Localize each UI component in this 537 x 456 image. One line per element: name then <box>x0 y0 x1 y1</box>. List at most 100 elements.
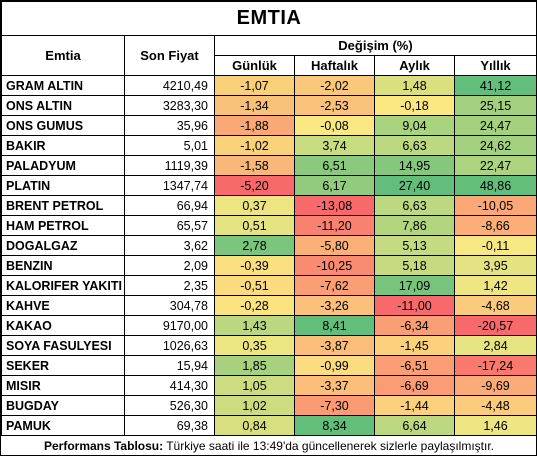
table-row: BAKIR 5,01 -1,02 3,74 6,63 24,62 <box>1 135 537 156</box>
weekly-change: -0,99 <box>294 355 375 376</box>
weekly-change: -2,02 <box>294 75 375 96</box>
yearly-change: 2,84 <box>454 335 537 356</box>
daily-change: 1,85 <box>214 355 295 376</box>
commodity-name: BENZIN <box>1 255 125 276</box>
weekly-change: -0,08 <box>294 115 375 136</box>
monthly-change: 1,48 <box>374 75 455 96</box>
table-row: KALORIFER YAKITI 2,35 -0,51 -7,62 17,09 1,42 <box>1 275 537 296</box>
yearly-change: -9,69 <box>454 375 537 396</box>
last-price: 5,01 <box>124 135 215 156</box>
weekly-change: 3,74 <box>294 135 375 156</box>
last-price: 2,09 <box>124 255 215 276</box>
monthly-change: 6,64 <box>374 415 455 436</box>
daily-change: -1,07 <box>214 75 295 96</box>
table-row: ONS GUMUS 35,96 -1,88 -0,08 9,04 24,47 <box>1 115 537 136</box>
yearly-change: 1,46 <box>454 415 537 436</box>
last-price: 414,30 <box>124 375 215 396</box>
footer-label: Performans Tablosu: <box>43 438 164 453</box>
monthly-change: -6,34 <box>374 315 455 336</box>
header-son-fiyat: Son Fiyat <box>124 35 215 76</box>
monthly-change: 6,63 <box>374 195 455 216</box>
monthly-change: 5,18 <box>374 255 455 276</box>
daily-change: 0,84 <box>214 415 295 436</box>
daily-change: 0,51 <box>214 215 295 236</box>
commodity-name: KAHVE <box>1 295 125 316</box>
daily-change: 0,37 <box>214 195 295 216</box>
daily-change: -0,51 <box>214 275 295 296</box>
weekly-change: 6,51 <box>294 155 375 176</box>
daily-change: 1,43 <box>214 315 295 336</box>
weekly-change: -7,62 <box>294 275 375 296</box>
yearly-change: -4,68 <box>454 295 537 316</box>
header-degisim: Değişim (%) <box>214 35 537 56</box>
daily-change: -1,34 <box>214 95 295 116</box>
daily-change: 1,05 <box>214 375 295 396</box>
yearly-change: -20,57 <box>454 315 537 336</box>
table-row: KAHVE 304,78 -0,28 -3,26 -11,00 -4,68 <box>1 295 537 316</box>
table-row: ONS ALTIN 3283,30 -1,34 -2,53 -0,18 25,15 <box>1 95 537 116</box>
last-price: 526,30 <box>124 395 215 416</box>
daily-change: -0,28 <box>214 295 295 316</box>
daily-change: 1,02 <box>214 395 295 416</box>
last-price: 3,62 <box>124 235 215 256</box>
commodity-name: BRENT PETROL <box>1 195 125 216</box>
table-row: SEKER 15,94 1,85 -0,99 -6,51 -17,24 <box>1 355 537 376</box>
table-row: BUGDAY 526,30 1,02 -7,30 -1,44 -4,48 <box>1 395 537 416</box>
weekly-change: 6,17 <box>294 175 375 196</box>
table-row: SOYA FASULYESI 1026,63 0,35 -3,87 -1,45 2,84 <box>1 335 537 356</box>
monthly-change: 6,63 <box>374 135 455 156</box>
last-price: 304,78 <box>124 295 215 316</box>
header-yillik: Yıllık <box>454 55 537 76</box>
monthly-change: 27,40 <box>374 175 455 196</box>
monthly-change: -0,18 <box>374 95 455 116</box>
monthly-change: 9,04 <box>374 115 455 136</box>
yearly-change: 24,47 <box>454 115 537 136</box>
yearly-change: -17,24 <box>454 355 537 376</box>
yearly-change: -0,11 <box>454 235 537 256</box>
commodity-name: PALADYUM <box>1 155 125 176</box>
weekly-change: -3,87 <box>294 335 375 356</box>
footer-text: Türkiye saati ile 13:49'da güncellenerek… <box>163 438 495 453</box>
last-price: 3283,30 <box>124 95 215 116</box>
daily-change: -1,02 <box>214 135 295 156</box>
commodity-name: HAM PETROL <box>1 215 125 236</box>
commodity-name: BUGDAY <box>1 395 125 416</box>
commodity-name: PAMUK <box>1 415 125 436</box>
table-body: GRAM ALTIN 4210,49 -1,07 -2,02 1,48 41,12 ONS … <box>1 75 537 436</box>
header-aylik: Aylık <box>374 55 455 76</box>
table-row: PAMUK 69,38 0,84 8,34 6,64 1,46 <box>1 415 537 436</box>
daily-change: -0,39 <box>214 255 295 276</box>
table-row: BRENT PETROL 66,94 0,37 -13,08 6,63 -10,05 <box>1 195 537 216</box>
last-price: 66,94 <box>124 195 215 216</box>
commodity-name: KAKAO <box>1 315 125 336</box>
last-price: 1026,63 <box>124 335 215 356</box>
last-price: 65,57 <box>124 215 215 236</box>
last-price: 4210,49 <box>124 75 215 96</box>
daily-change: -5,20 <box>214 175 295 196</box>
yearly-change: -4,48 <box>454 395 537 416</box>
commodity-name: SOYA FASULYESI <box>1 335 125 356</box>
table-row: DOGALGAZ 3,62 2,78 -5,80 5,13 -0,11 <box>1 235 537 256</box>
table-row: MISIR 414,30 1,05 -3,37 -6,69 -9,69 <box>1 375 537 396</box>
monthly-change: -11,00 <box>374 295 455 316</box>
yearly-change: 24,62 <box>454 135 537 156</box>
weekly-change: 8,34 <box>294 415 375 436</box>
yearly-change: 41,12 <box>454 75 537 96</box>
yearly-change: 3,95 <box>454 255 537 276</box>
last-price: 1119,39 <box>124 155 215 176</box>
monthly-change: -6,69 <box>374 375 455 396</box>
last-price: 15,94 <box>124 355 215 376</box>
weekly-change: -10,25 <box>294 255 375 276</box>
daily-change: -1,58 <box>214 155 295 176</box>
header-haftalik: Haftalık <box>294 55 375 76</box>
commodity-name: GRAM ALTIN <box>1 75 125 96</box>
weekly-change: -13,08 <box>294 195 375 216</box>
table-row: GRAM ALTIN 4210,49 -1,07 -2,02 1,48 41,12 <box>1 75 537 96</box>
yearly-change: 25,15 <box>454 95 537 116</box>
table-row: PLATIN 1347,74 -5,20 6,17 27,40 48,86 <box>1 175 537 196</box>
last-price: 69,38 <box>124 415 215 436</box>
table-title: EMTIA <box>1 1 537 36</box>
commodity-name: ONS ALTIN <box>1 95 125 116</box>
